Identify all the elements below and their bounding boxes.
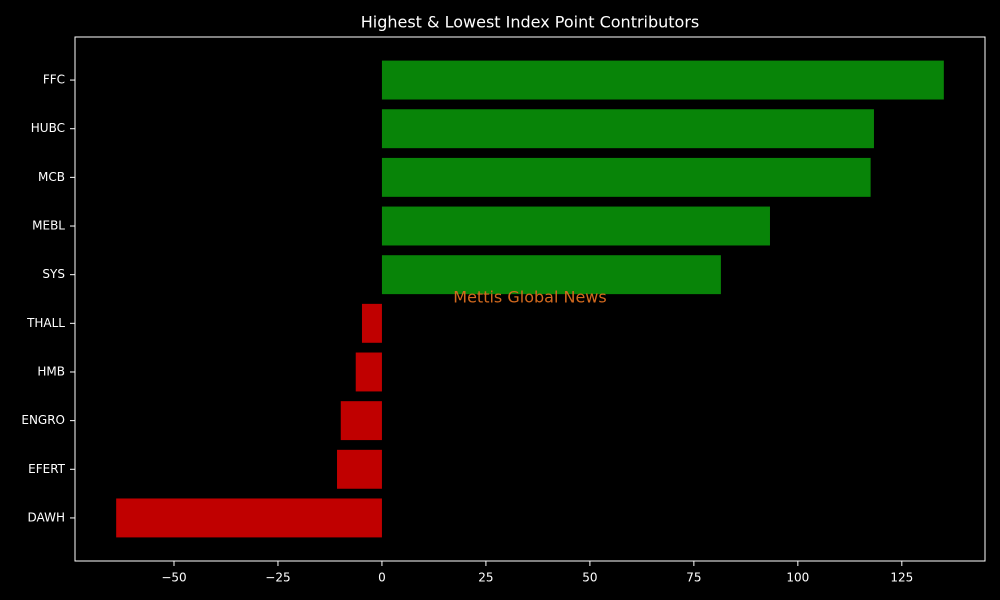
y-tick-label: MEBL bbox=[32, 219, 65, 233]
y-tick-label: SYS bbox=[42, 267, 65, 281]
chart-title: Highest & Lowest Index Point Contributor… bbox=[361, 13, 700, 32]
bar bbox=[355, 352, 382, 392]
y-tick-label: DAWH bbox=[28, 510, 65, 524]
watermark: Mettis Global News bbox=[453, 288, 606, 307]
x-tick-label: 75 bbox=[686, 571, 701, 585]
bar bbox=[381, 206, 770, 246]
x-tick-label: 100 bbox=[786, 571, 809, 585]
x-tick-label: 0 bbox=[378, 571, 386, 585]
x-tick-label: 25 bbox=[478, 571, 493, 585]
bar bbox=[116, 498, 382, 538]
bar bbox=[340, 401, 382, 441]
bar bbox=[381, 109, 874, 149]
bar bbox=[337, 449, 382, 489]
y-tick-label: THALL bbox=[26, 316, 65, 330]
bar bbox=[381, 60, 944, 100]
plot-frame bbox=[74, 36, 986, 562]
bar bbox=[361, 303, 382, 343]
x-tick-label: 125 bbox=[890, 571, 913, 585]
y-tick-label: ENGRO bbox=[21, 413, 65, 427]
y-tick-label: FFC bbox=[43, 73, 65, 87]
bar bbox=[381, 255, 721, 295]
y-tick-label: MCB bbox=[38, 170, 65, 184]
bar bbox=[381, 157, 871, 197]
y-tick-label: EFERT bbox=[28, 462, 66, 476]
y-tick-label: HMB bbox=[37, 364, 65, 378]
x-tick-label: 50 bbox=[582, 571, 597, 585]
x-tick-label: −50 bbox=[161, 571, 186, 585]
x-tick-label: −25 bbox=[265, 571, 290, 585]
y-tick-label: HUBC bbox=[31, 121, 65, 135]
